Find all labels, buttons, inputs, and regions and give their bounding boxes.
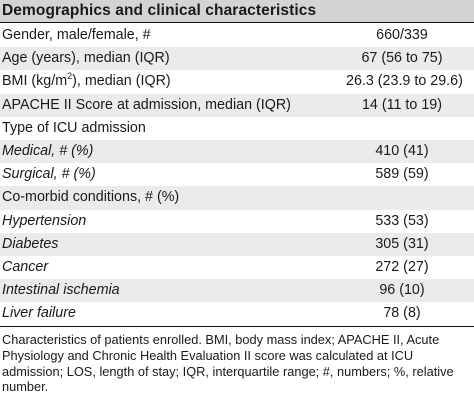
- table-row-gender: Gender, male/female, # 660/339: [0, 24, 474, 47]
- row-label: Co-morbid conditions, # (%): [2, 189, 180, 206]
- row-label: Diabetes: [2, 235, 59, 252]
- table-title: Demographics and clinical characteristic…: [2, 2, 317, 19]
- table-row-apache: APACHE II Score at admission, median (IQ…: [0, 93, 474, 117]
- table-row-surgical: Surgical, # (%) 589 (59): [0, 163, 474, 186]
- row-label: Intestinal ischemia: [2, 282, 120, 299]
- row-label: APACHE II Score at admission, median (IQ…: [2, 96, 291, 113]
- table-row-age: Age (years), median (IQR) 67 (56 to 75): [0, 47, 474, 71]
- row-label: Cancer: [2, 258, 49, 275]
- row-value: 67 (56 to 75): [361, 50, 443, 67]
- row-label: Gender, male/female, #: [2, 27, 151, 43]
- row-value: 660/339: [376, 27, 428, 43]
- row-label: Surgical, # (%): [2, 166, 96, 183]
- demographics-table: Demographics and clinical characteristic…: [0, 0, 474, 395]
- table-row-medical: Medical, # (%) 410 (41): [0, 139, 474, 164]
- table-footnote: Characteristics of patients enrolled. BM…: [2, 332, 454, 395]
- row-value: 78 (8): [383, 305, 421, 322]
- bmi-label-sup: 2: [67, 71, 73, 82]
- row-value: 589 (59): [375, 166, 429, 183]
- row-label: BMI (kg/m2), median (IQR): [2, 70, 171, 93]
- row-label: Liver failure: [2, 305, 76, 322]
- table-row-intestinal-ischemia: Intestinal ischemia 96 (10): [0, 279, 474, 303]
- row-value: 305 (31): [375, 235, 429, 252]
- table-row-bmi: BMI (kg/m2), median (IQR) 26.3 (23.9 to …: [0, 70, 474, 93]
- table-row-hypertension: Hypertension 533 (53): [0, 210, 474, 233]
- row-value: 533 (53): [375, 212, 429, 229]
- table-body: Gender, male/female, # 660/339 Age (year…: [0, 24, 474, 325]
- table-row-diabetes: Diabetes 305 (31): [0, 232, 474, 256]
- row-label: Age (years), median (IQR): [2, 50, 170, 67]
- table-bottom-rule: [0, 326, 474, 328]
- row-label: Medical, # (%): [2, 142, 94, 159]
- row-value: 26.3 (23.9 to 29.6): [346, 73, 463, 90]
- table-row-cancer: Cancer 272 (27): [0, 256, 474, 279]
- bmi-label-post: ), median (IQR): [72, 73, 171, 90]
- row-value: 272 (27): [375, 258, 429, 275]
- row-value: 410 (41): [375, 142, 429, 159]
- table-row-liver-failure: Liver failure 78 (8): [0, 302, 474, 325]
- bmi-label-pre: BMI (kg/m: [2, 73, 68, 90]
- table-header: Demographics and clinical characteristic…: [0, 0, 474, 23]
- row-value: 14 (11 to 19): [361, 96, 442, 113]
- table-row-comorbid: Co-morbid conditions, # (%): [0, 186, 474, 210]
- row-value: 96 (10): [379, 282, 425, 299]
- row-label: Hypertension: [2, 212, 87, 229]
- table-row-icu-type: Type of ICU admission: [0, 117, 474, 140]
- row-label: Type of ICU admission: [2, 119, 146, 136]
